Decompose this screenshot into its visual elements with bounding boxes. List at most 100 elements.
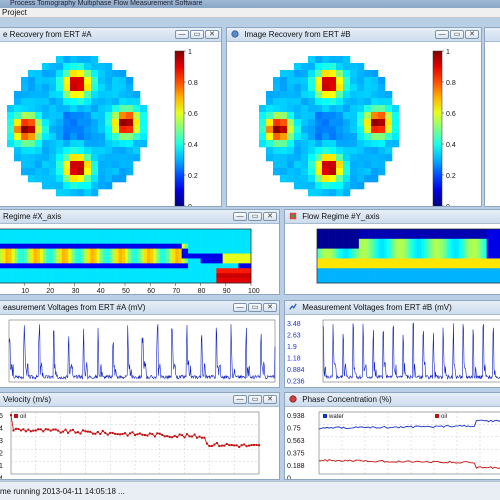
restore-button[interactable]: ▭ [450, 30, 464, 39]
tomogram-pixel [63, 77, 71, 85]
minimize-button[interactable]: — [175, 30, 189, 39]
regime-cell [134, 273, 138, 279]
regime-cell [423, 263, 427, 269]
tomogram-pixel [336, 84, 344, 92]
regime-cell [93, 273, 97, 279]
regime-cell [222, 238, 227, 245]
regime-cell [356, 238, 360, 245]
regime-cell [121, 248, 126, 254]
regime-cell [382, 263, 385, 269]
restore-button[interactable]: ▭ [248, 395, 262, 404]
tomogram-pixel [322, 98, 330, 106]
regime-cell [203, 243, 208, 249]
tomogram-pixel [371, 70, 379, 78]
regime-cell [444, 229, 448, 235]
regime-cell [461, 258, 464, 264]
regime-cell [363, 278, 367, 284]
tomogram-pixel [273, 154, 281, 162]
regime-cell [184, 243, 189, 249]
regime-cell [386, 268, 390, 274]
tomogram-pixel [105, 175, 113, 183]
regime-cell [74, 258, 79, 264]
panel-regime-y-titlebar[interactable]: Flow Regime #Y_axis [285, 210, 500, 224]
regime-cell [216, 238, 220, 245]
menu-project[interactable]: Project [2, 8, 27, 17]
regime-cell [386, 263, 390, 269]
regime-cell [479, 258, 483, 264]
regime-cell [118, 229, 123, 235]
tomogram-pixel [329, 63, 337, 71]
regime-cell [456, 253, 460, 259]
panel-ert-a-titlebar[interactable]: e Recovery from ERT #A — ▭ ✕ [0, 28, 221, 42]
tomogram-pixel [315, 119, 323, 127]
regime-cell [491, 263, 494, 269]
tomogram-pixel [392, 119, 400, 127]
regime-cell [115, 233, 119, 240]
panel-velocity-titlebar[interactable]: Velocity (m/s) — ▭ ✕ [0, 393, 279, 407]
regime-cell [365, 258, 369, 264]
regime-cell [475, 278, 478, 284]
panel-phase-titlebar[interactable]: Phase Concentration (%) [285, 393, 500, 407]
tomogram-pixel [329, 189, 337, 197]
close-button[interactable]: ✕ [205, 30, 219, 39]
regime-cell [447, 278, 450, 284]
regime-cell [118, 253, 123, 259]
regime-cell [412, 263, 415, 269]
regime-cell [384, 248, 388, 254]
regime-cell [400, 238, 404, 245]
close-button[interactable]: ✕ [263, 212, 277, 221]
regime-cell [140, 253, 145, 259]
minimize-button[interactable]: — [233, 303, 247, 312]
regime-cell [321, 248, 325, 254]
regime-cell [128, 273, 132, 279]
regime-cell [496, 233, 499, 240]
regime-cell [447, 268, 450, 274]
regime-cell [321, 263, 325, 269]
panel-voltages-b-titlebar[interactable]: Measurement Voltages from ERT #B (mV) [285, 301, 500, 315]
panel-voltages-a-titlebar[interactable]: easurement Voltages from ERT #A (mV) — ▭… [0, 301, 279, 315]
regime-cell [165, 273, 170, 279]
regime-cell [449, 273, 453, 279]
regime-cell [241, 238, 245, 245]
tomogram-pixel [63, 56, 71, 64]
regime-cell [96, 233, 101, 240]
tomogram-pixel [385, 98, 393, 106]
tomogram-pixel [336, 161, 344, 169]
regime-cell [46, 268, 50, 274]
regime-cell [337, 268, 341, 274]
regime-cell [65, 248, 69, 254]
close-button[interactable]: ✕ [263, 395, 277, 404]
regime-cell [156, 229, 160, 235]
regime-cell [496, 263, 499, 269]
close-button[interactable]: ✕ [263, 303, 277, 312]
regime-cell [46, 253, 50, 259]
regime-cell [112, 253, 116, 259]
regime-cell [479, 268, 483, 274]
minimize-button[interactable]: — [233, 395, 247, 404]
tomogram-pixel [294, 77, 302, 85]
tomogram-pixel [112, 112, 120, 120]
minimize-button[interactable]: — [233, 212, 247, 221]
regime-cell [8, 273, 12, 279]
regime-cell [235, 238, 239, 245]
panel-regime-x-titlebar[interactable]: Regime #X_axis — ▭ ✕ [0, 210, 279, 224]
minimize-button[interactable]: — [435, 30, 449, 39]
close-button[interactable]: ✕ [465, 30, 479, 39]
regime-cell [71, 248, 75, 254]
regime-cell [87, 263, 91, 269]
regime-cell [191, 278, 195, 284]
regime-cell [326, 248, 329, 254]
restore-button[interactable]: ▭ [190, 30, 204, 39]
regime-cell [398, 278, 401, 284]
regime-cell [356, 268, 360, 274]
regime-cell [134, 243, 138, 249]
restore-button[interactable]: ▭ [248, 303, 262, 312]
regime-cell [479, 248, 483, 254]
regime-cell [24, 258, 28, 264]
tomogram-pixel [119, 98, 127, 106]
tomogram-pixel [77, 56, 85, 64]
panel-ert-b-titlebar[interactable]: Image Recovery from ERT #B — ▭ ✕ [227, 28, 481, 42]
regime-cell [247, 229, 252, 235]
regime-cell [99, 253, 104, 259]
restore-button[interactable]: ▭ [248, 212, 262, 221]
